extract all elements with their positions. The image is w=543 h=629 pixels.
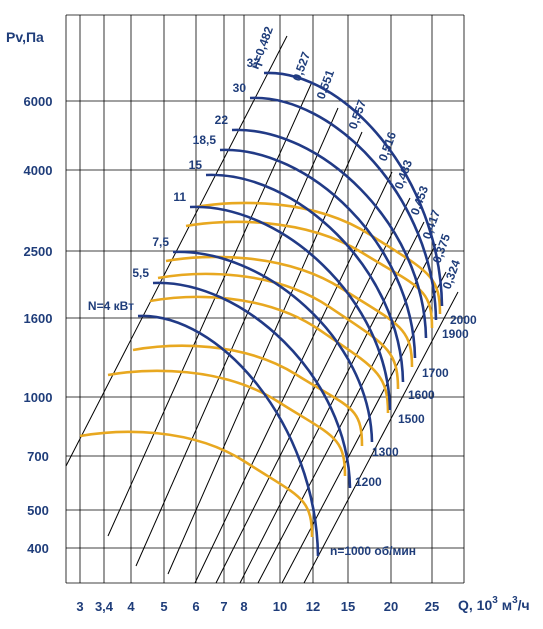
speed-curve-label: n=1000 об/мин	[330, 544, 416, 558]
power-curve	[152, 281, 352, 489]
speed-curve-label: 1300	[372, 445, 399, 459]
speed-curve-label: 1900	[442, 327, 469, 341]
power-curve-label: N=4 кВт	[88, 299, 134, 313]
x-tick-labels: 3 3,4 4 5 6 7 8 10 12 15 20 25	[76, 599, 439, 614]
x-tick-label: 3,4	[95, 599, 114, 614]
power-curve-label: 11	[173, 190, 186, 204]
x-tick-label: 5	[160, 599, 167, 614]
x-tick-label: 8	[240, 599, 247, 614]
speed-curve	[165, 255, 414, 368]
power-curve	[219, 148, 417, 359]
speed-curves: n=1000 об/мин 1200 1300 1500 1600 1700 1900200…	[79, 201, 477, 558]
efficiency-line	[107, 81, 313, 537]
power-curve	[205, 173, 405, 383]
power-curve-label: 15	[189, 158, 203, 172]
x-tick-label: 20	[384, 599, 398, 614]
power-curve	[137, 314, 320, 557]
power-curve	[189, 205, 392, 411]
efficiency-line	[281, 271, 447, 584]
y-tick-labels: 400 500 700 1000 1600 2500 4000 6000	[24, 94, 53, 556]
power-curve-label: 22	[215, 113, 229, 127]
y-tick-label: 700	[27, 449, 49, 464]
y-tick-label: 6000	[24, 94, 53, 109]
speed-curve-label: 2000	[450, 313, 477, 327]
y-tick-label: 1600	[24, 311, 53, 326]
x-tick-label: 10	[273, 599, 287, 614]
speed-curve	[107, 369, 347, 477]
power-curve-label: 30	[233, 81, 247, 95]
power-curve	[231, 128, 428, 339]
power-curve-label: 5,5	[132, 266, 149, 280]
speed-curve	[149, 295, 390, 414]
x-tick-label: 4	[127, 599, 135, 614]
x-tick-label: 12	[306, 599, 320, 614]
vertical-gridlines	[65, 15, 465, 583]
x-tick-label: 25	[425, 599, 439, 614]
x-tick-label: 3	[76, 599, 83, 614]
power-curve	[172, 250, 374, 443]
y-tick-label: 2500	[24, 244, 53, 259]
power-curve	[263, 71, 444, 307]
efficiency-line	[239, 221, 425, 584]
power-curve-label: 7,5	[152, 235, 169, 249]
speed-curve-label: 1500	[398, 412, 425, 426]
speed-curve	[195, 201, 442, 315]
y-tick-label: 1000	[24, 390, 53, 405]
power-curve-label: 18,5	[193, 133, 217, 147]
x-tick-label: 15	[341, 599, 355, 614]
y-tick-label: 500	[27, 503, 49, 518]
y-tick-label: 400	[27, 541, 49, 556]
efficiency-line	[303, 291, 459, 584]
speed-curve	[79, 430, 314, 538]
efficiency-line	[194, 171, 393, 584]
y-tick-label: 4000	[24, 163, 53, 178]
x-axis-label: Q, 103 м3/ч	[458, 595, 530, 613]
speed-curve-label: 1700	[422, 366, 449, 380]
speed-curve	[132, 344, 364, 447]
speed-curve-label: 1600	[408, 388, 435, 402]
speed-curve	[157, 272, 400, 390]
efficiency-line	[135, 107, 339, 567]
speed-curve	[185, 220, 434, 329]
x-tick-label: 7	[220, 599, 227, 614]
y-axis-label: Pv,Па	[6, 29, 44, 45]
power-curve-label: 37	[247, 56, 261, 70]
power-curve	[249, 96, 438, 321]
speed-curve-label: 1200	[355, 475, 382, 489]
efficiency-line	[167, 131, 363, 575]
x-tick-label: 6	[192, 599, 199, 614]
